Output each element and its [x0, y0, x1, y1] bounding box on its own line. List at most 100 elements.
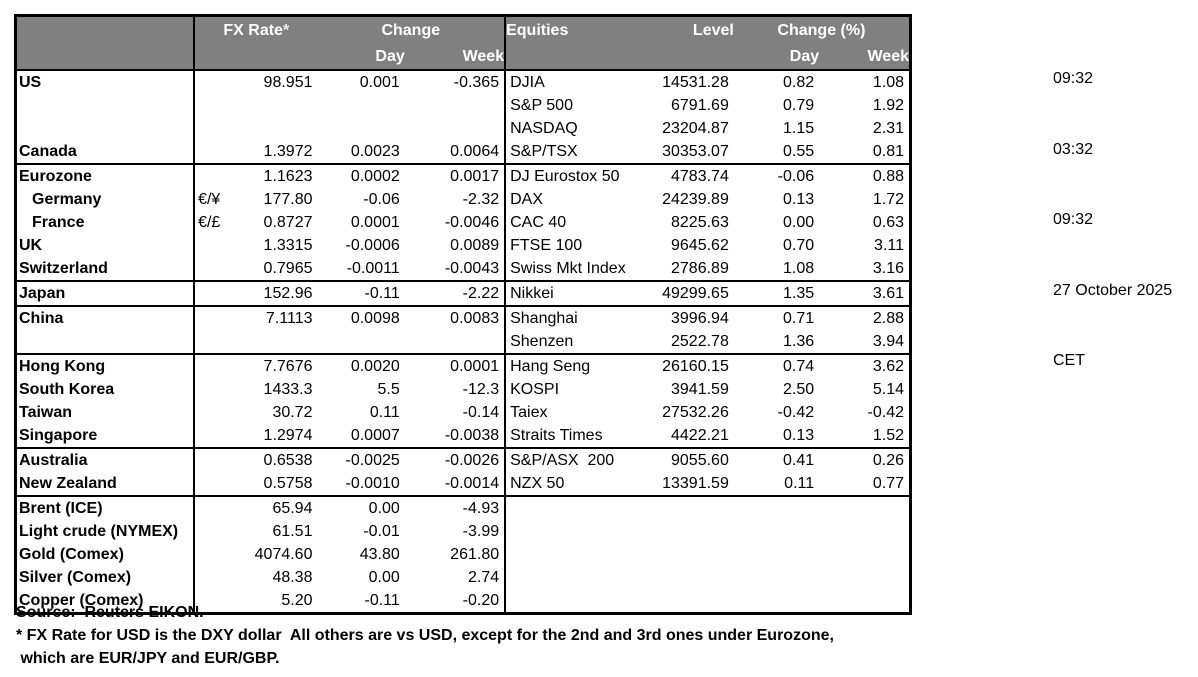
row-label: US	[15, 70, 196, 94]
fx-day-change-value: -0.0011	[346, 260, 400, 277]
row-label: Japan	[15, 280, 196, 306]
currency-pair-label	[194, 140, 238, 164]
equity-name: DJIA	[504, 70, 622, 94]
table-row: South Korea 1433.3 5.5 -12.3 KOSPI 3941.59 2.5…	[15, 378, 911, 401]
equity-name: Straits Times	[504, 424, 622, 448]
level-header: Level	[621, 15, 734, 43]
fx-day-change-value: 0.11	[369, 404, 400, 421]
fx-day-change-value: 0.001	[359, 74, 400, 91]
equity-name: NZX 50	[504, 472, 622, 496]
fx-week-change-value: -0.0026	[404, 447, 506, 472]
row-label: Eurozone	[15, 163, 196, 188]
row-label: New Zealand	[15, 472, 196, 496]
equity-week-change-value: 1.08	[872, 74, 904, 91]
header-row-1: FX Rate* Change Equities Level Change (%…	[15, 15, 911, 43]
fx-week-change-value: -0.0014	[444, 475, 500, 492]
fx-day-change-value: 0.00	[368, 569, 400, 586]
equity-level-value: 8225.63	[671, 214, 729, 231]
equity-level-value	[621, 566, 733, 589]
equity-day-change-value: 1.35	[733, 280, 820, 306]
equity-name: Swiss Mkt Index	[504, 257, 626, 281]
row-label: South Korea	[15, 378, 196, 401]
table-row: Taiwan 30.72 0.11 -0.14 Taiex 27532.26 -0.42 -0…	[15, 401, 911, 424]
fx-week-change-value: -0.0038	[444, 427, 500, 444]
fx-day-change-value: -0.11	[364, 592, 400, 609]
fx-rate-value	[238, 94, 317, 117]
equity-level-value: 14531.28	[662, 74, 729, 91]
equity-name: S&P/ASX 200	[504, 447, 622, 472]
fx-week-header: Week	[404, 43, 506, 70]
table-row: Japan 152.96 -0.11 -2.22 Nikkei 49299.65 1.35 3…	[15, 280, 911, 306]
equity-week-change-value	[819, 543, 910, 566]
fx-day-change-value: -0.01	[363, 523, 400, 540]
fx-rate-value: 48.38	[272, 569, 313, 586]
equity-day-change-value: 1.08	[782, 260, 815, 277]
country-column-subheader	[15, 43, 196, 70]
equities-week-header: Week	[819, 43, 911, 70]
row-label: UK	[15, 234, 196, 257]
row-label: Australia	[15, 447, 196, 472]
fx-rate-value: 65.94	[238, 495, 318, 520]
equity-name: NASDAQ	[504, 117, 622, 140]
table-row: Shenzen 2522.78 1.36 3.94	[15, 330, 911, 354]
currency-pair-label: €/£	[198, 214, 221, 231]
fx-day-header: Day	[317, 43, 405, 70]
equity-week-change-value: 1.92	[872, 97, 904, 114]
equity-level-value: 27532.26	[662, 404, 729, 421]
equity-name	[504, 566, 622, 589]
fx-week-change-value: 261.80	[450, 546, 500, 563]
equity-level-value: 3941.59	[671, 381, 729, 398]
equity-level-value: 9645.62	[671, 237, 729, 254]
fx-week-change-value: -4.93	[404, 495, 506, 520]
row-label: Singapore	[15, 424, 196, 448]
equity-name: KOSPI	[504, 378, 622, 401]
currency-pair-label	[194, 305, 239, 330]
fx-rate-value	[238, 330, 317, 354]
fx-rate-value: 152.96	[238, 280, 318, 306]
equity-day-change-value: 0.13	[782, 427, 815, 444]
table-row: UK 1.3315 -0.0006 0.0089 FTSE 100 9645.62 0.70…	[15, 234, 911, 257]
table-row: S&P 500 6791.69 0.79 1.92	[15, 94, 911, 117]
fx-rate-header: FX Rate*	[194, 15, 318, 43]
equity-week-change-value: 3.62	[819, 353, 911, 378]
table-row: Canada 1.3972 0.0023 0.0064 S&P/TSX 30353.07 0…	[15, 140, 911, 164]
row-label: Silver (Comex)	[15, 566, 196, 589]
fx-day-change-value: -0.0025	[317, 447, 405, 472]
fx-rate-value: 4074.60	[254, 546, 313, 563]
equity-name: FTSE 100	[504, 234, 622, 257]
fx-day-change-value: -0.06	[363, 191, 400, 208]
equity-week-change-value: 0.77	[872, 475, 904, 492]
fx-week-change-value: -12.3	[462, 381, 500, 398]
table-row: Light crude (NYMEX) 61.51 -0.01 -3.99	[15, 520, 911, 543]
fx-rate-value: 61.51	[272, 523, 313, 540]
currency-pair-label	[194, 257, 238, 281]
level-subheader	[621, 43, 734, 70]
fx-rate-value: 0.7965	[263, 260, 313, 277]
date-line: 27 October 2025	[1053, 281, 1173, 299]
currency-pair-label	[194, 472, 238, 496]
equity-level-value	[621, 589, 733, 614]
equity-name: Nikkei	[504, 280, 622, 306]
equity-week-change-value: 3.11	[874, 237, 904, 254]
equity-day-change-value: 0.55	[782, 143, 815, 160]
fx-rate-value: 0.8727	[263, 214, 313, 231]
currency-pair-label: €/¥	[198, 191, 221, 208]
equity-day-change-value: 0.41	[733, 447, 820, 472]
currency-pair-label	[194, 520, 238, 543]
timezone-line: CET	[1053, 352, 1085, 369]
fx-week-change-value: 0.0064	[450, 143, 500, 160]
equity-week-change-value: 3.94	[872, 333, 904, 350]
row-label	[15, 330, 196, 354]
equity-level-value: 9055.60	[621, 447, 734, 472]
equity-level-value: 2522.78	[671, 333, 729, 350]
row-label: Copper (Comex)	[15, 589, 196, 614]
row-label	[15, 117, 196, 140]
timestamp-line: 03:32	[1053, 140, 1094, 158]
table-header: FX Rate* Change Equities Level Change (%…	[15, 15, 911, 70]
fx-rate-value: 177.80	[263, 191, 313, 208]
row-label: Gold (Comex)	[15, 543, 196, 566]
timestamp-line: 09:32	[1053, 211, 1094, 228]
equity-week-change-value: 0.63	[872, 214, 904, 231]
fx-rate-value: 1.3972	[263, 143, 313, 160]
fx-day-change-value: -0.11	[317, 280, 405, 306]
